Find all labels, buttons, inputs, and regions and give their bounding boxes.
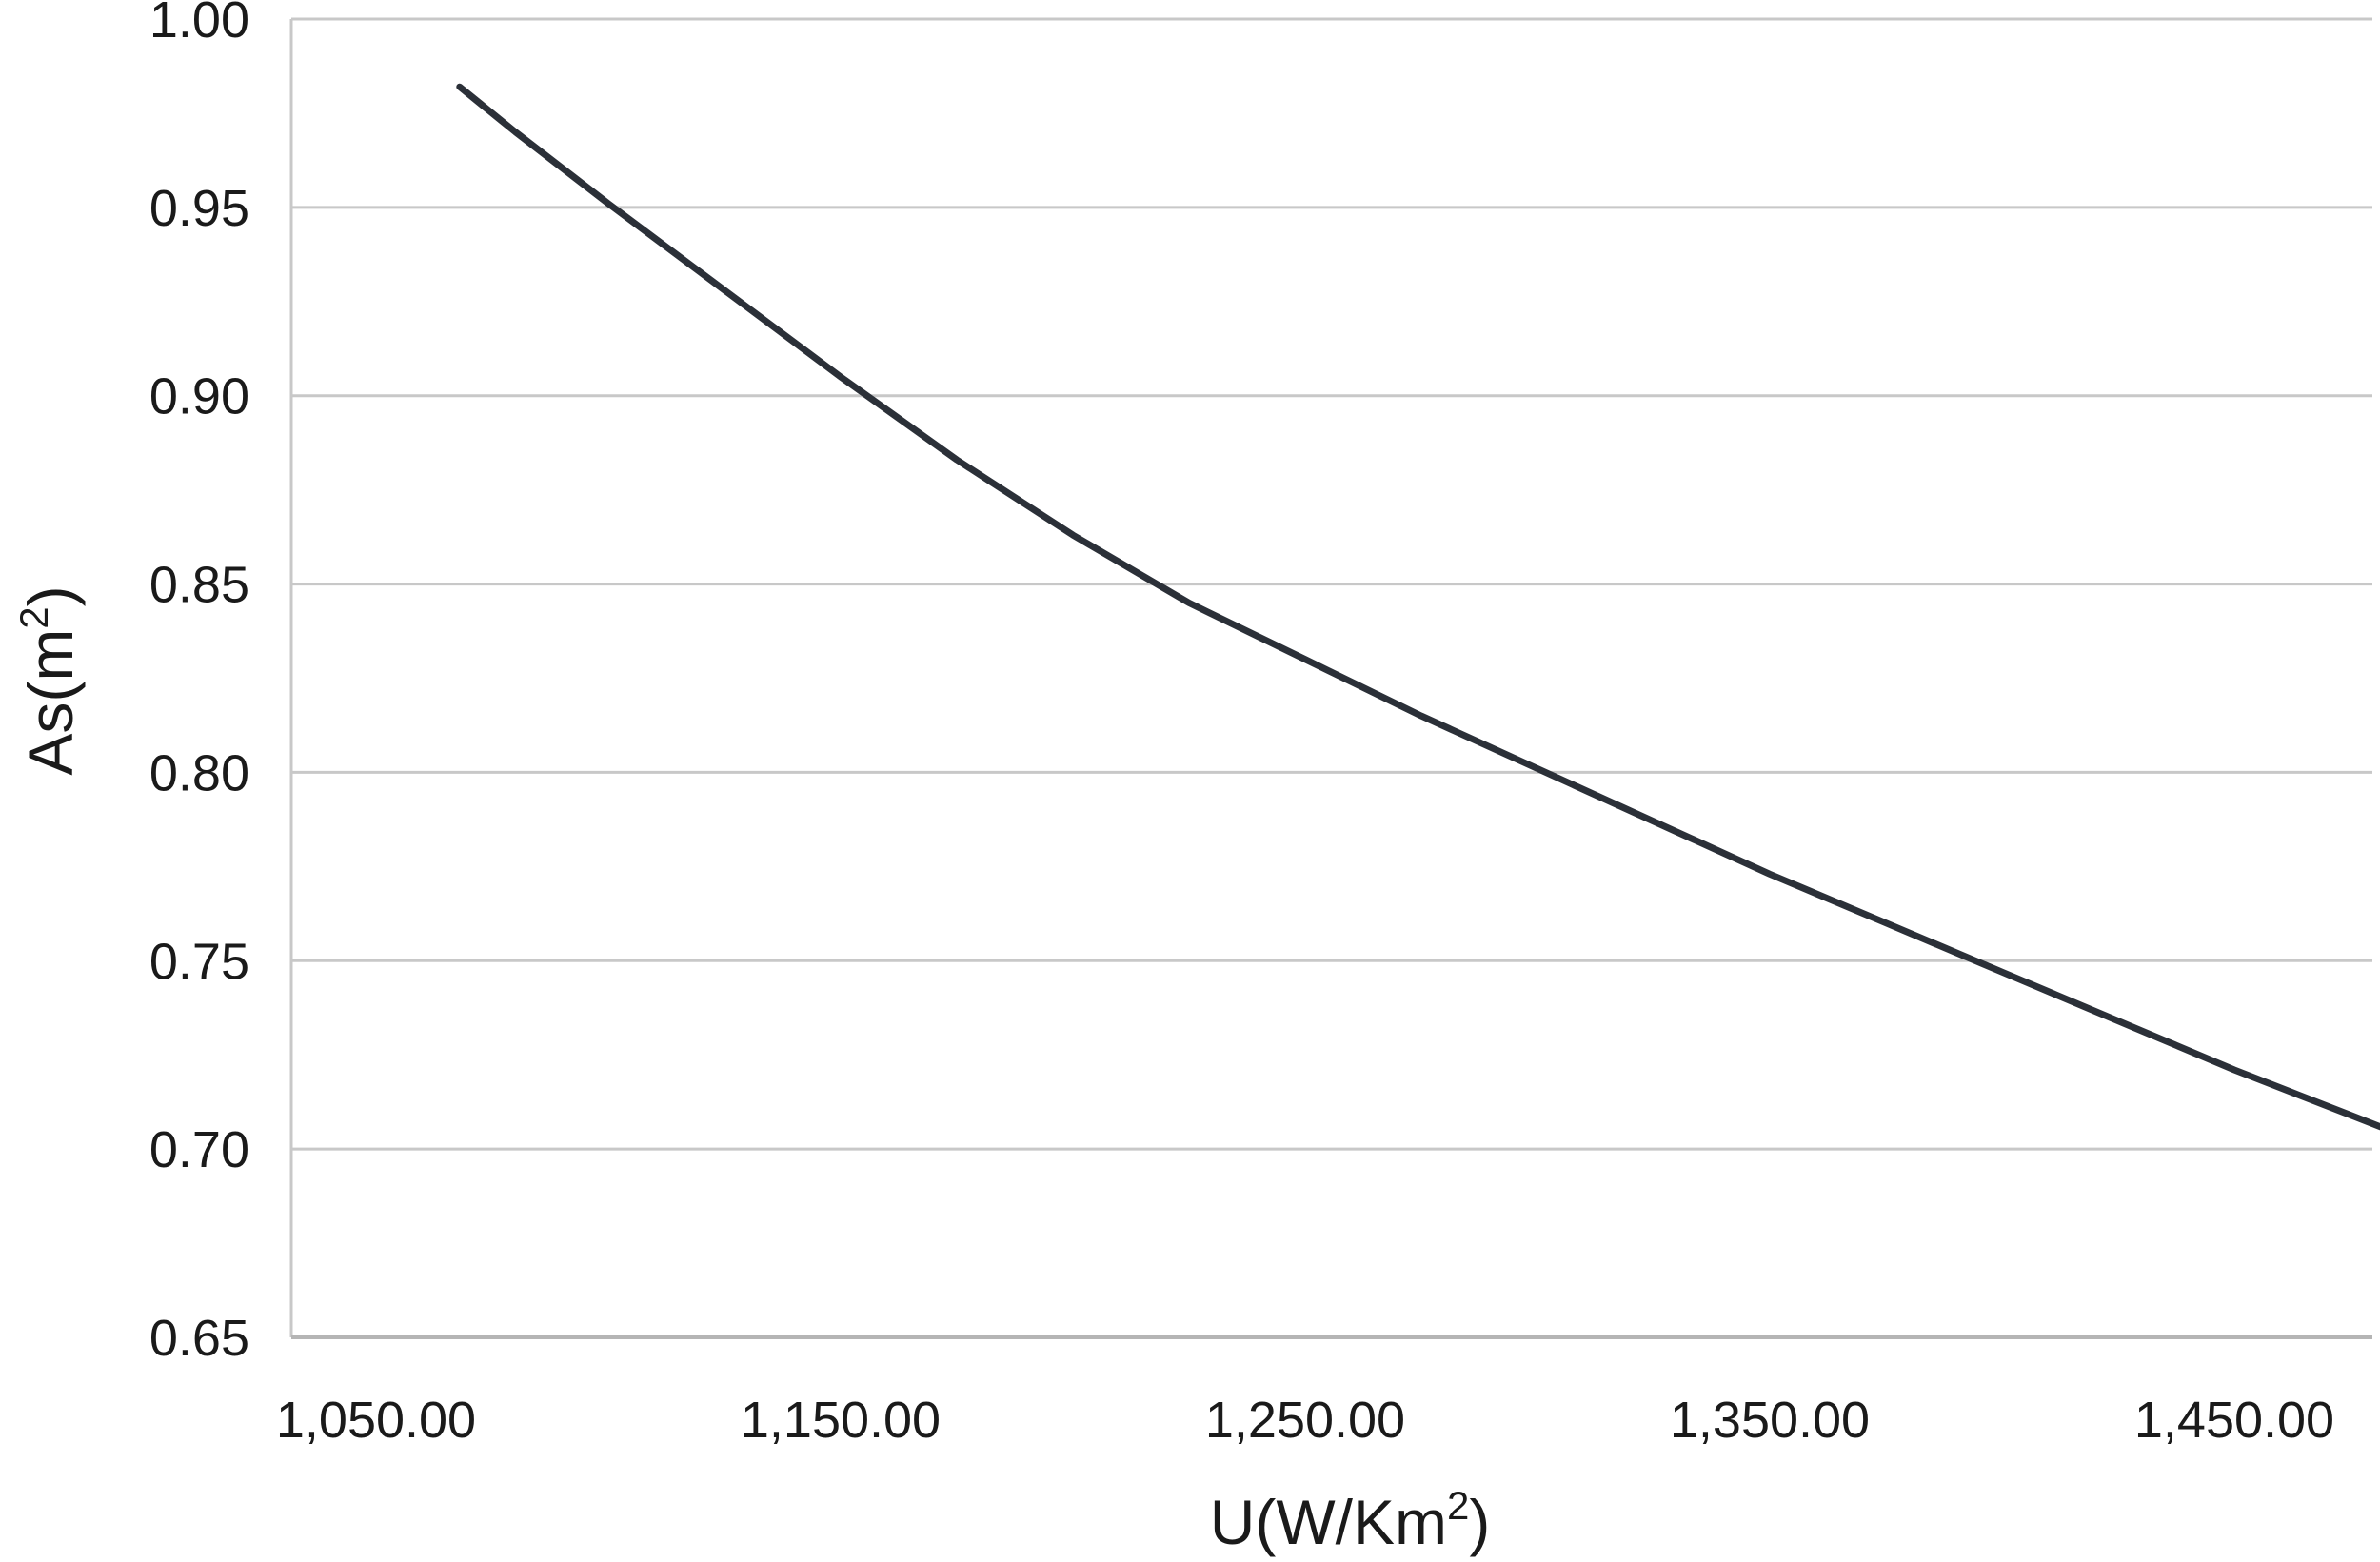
x-tick-labels: 1,050.00 1,150.00 1,250.00 1,350.00 1,450.00: [276, 1392, 2334, 1449]
axes: [289, 19, 2372, 1339]
y-tick-0.95: 0.95: [149, 180, 249, 237]
y-tick-1.00: 1.00: [149, 0, 249, 49]
series-line-1: [456, 83, 2380, 1131]
y-tick-0.85: 0.85: [149, 557, 249, 614]
y-tick-0.90: 0.90: [149, 368, 249, 425]
x-tick-1,250.00: 1,250.00: [1205, 1392, 1405, 1449]
y-tick-0.70: 0.70: [149, 1121, 249, 1178]
grid-lines: [291, 17, 2372, 1151]
y-axis-label: As(m2): [11, 585, 86, 775]
series-layer: [456, 83, 2380, 1131]
x-tick-1,350.00: 1,350.00: [1670, 1392, 1870, 1449]
x-tick-1,050.00: 1,050.00: [276, 1392, 476, 1449]
y-tick-0.75: 0.75: [149, 933, 249, 990]
y-tick-labels: 0.65 0.70 0.75 0.80 0.85 0.90 0.95 1.00: [149, 0, 249, 1367]
x-tick-1,450.00: 1,450.00: [2134, 1392, 2334, 1449]
x-tick-1,150.00: 1,150.00: [741, 1392, 941, 1449]
y-tick-0.80: 0.80: [149, 744, 249, 801]
x-axis-label: U(W/Km2): [1210, 1483, 1491, 1557]
y-tick-0.65: 0.65: [149, 1310, 249, 1367]
